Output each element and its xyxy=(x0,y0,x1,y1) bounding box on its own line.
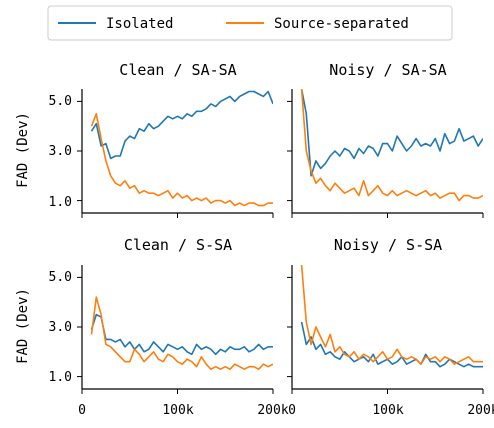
panel-title: Noisy / S-SA xyxy=(334,236,442,254)
x-tick-label: 0 xyxy=(288,403,296,418)
y-tick-label: 1.0 xyxy=(49,370,72,385)
panel-noisy-sa-sa: Noisy / SA-SA xyxy=(287,61,484,218)
series-line-source-separated xyxy=(300,89,483,202)
series-line-isolated xyxy=(90,313,273,356)
series-line-source-separated xyxy=(90,113,273,207)
legend: Isolated Source-separated xyxy=(47,5,453,41)
y-tick-label: 1.0 xyxy=(49,195,72,210)
y-tick-label: 5.0 xyxy=(49,94,72,109)
plot-area xyxy=(287,265,484,394)
panel-title: Clean / S-SA xyxy=(124,236,232,254)
legend-label-isolated: Isolated xyxy=(106,16,173,32)
panel-title: Noisy / SA-SA xyxy=(329,61,446,79)
x-tick-label: 0 xyxy=(78,403,86,418)
plot-area xyxy=(77,265,274,394)
panel-title: Clean / SA-SA xyxy=(119,61,236,79)
series-line-isolated xyxy=(90,90,273,160)
series-line-source-separated xyxy=(300,265,483,366)
panel-noisy-s-sa: Noisy / S-SA 0 100k 200k xyxy=(287,236,494,418)
panel-clean-s-sa: Clean / S-SA FAD (Dev) 5.0 3.0 1.0 0 100… xyxy=(15,236,289,418)
series-line-source-separated xyxy=(90,296,273,371)
series-line-isolated xyxy=(300,89,483,177)
x-tick-label: 100k xyxy=(162,403,193,418)
y-tick-label: 5.0 xyxy=(49,270,72,285)
y-tick-label: 3.0 xyxy=(49,144,72,159)
y-axis-label: FAD (Dev) xyxy=(15,288,31,364)
legend-label-source-separated: Source-separated xyxy=(274,16,409,32)
plot-area xyxy=(287,89,484,218)
y-axis-label: FAD (Dev) xyxy=(15,112,31,188)
panel-clean-sa-sa: Clean / SA-SA FAD (Dev) 5.0 3.0 1.0 xyxy=(15,61,274,218)
y-tick-label: 3.0 xyxy=(49,320,72,335)
series-line-isolated xyxy=(300,321,483,368)
x-tick-label: 100k xyxy=(372,403,403,418)
plot-area xyxy=(77,89,274,218)
x-tick-label: 200k xyxy=(467,403,494,418)
x-tick-label: 200k xyxy=(257,403,288,418)
